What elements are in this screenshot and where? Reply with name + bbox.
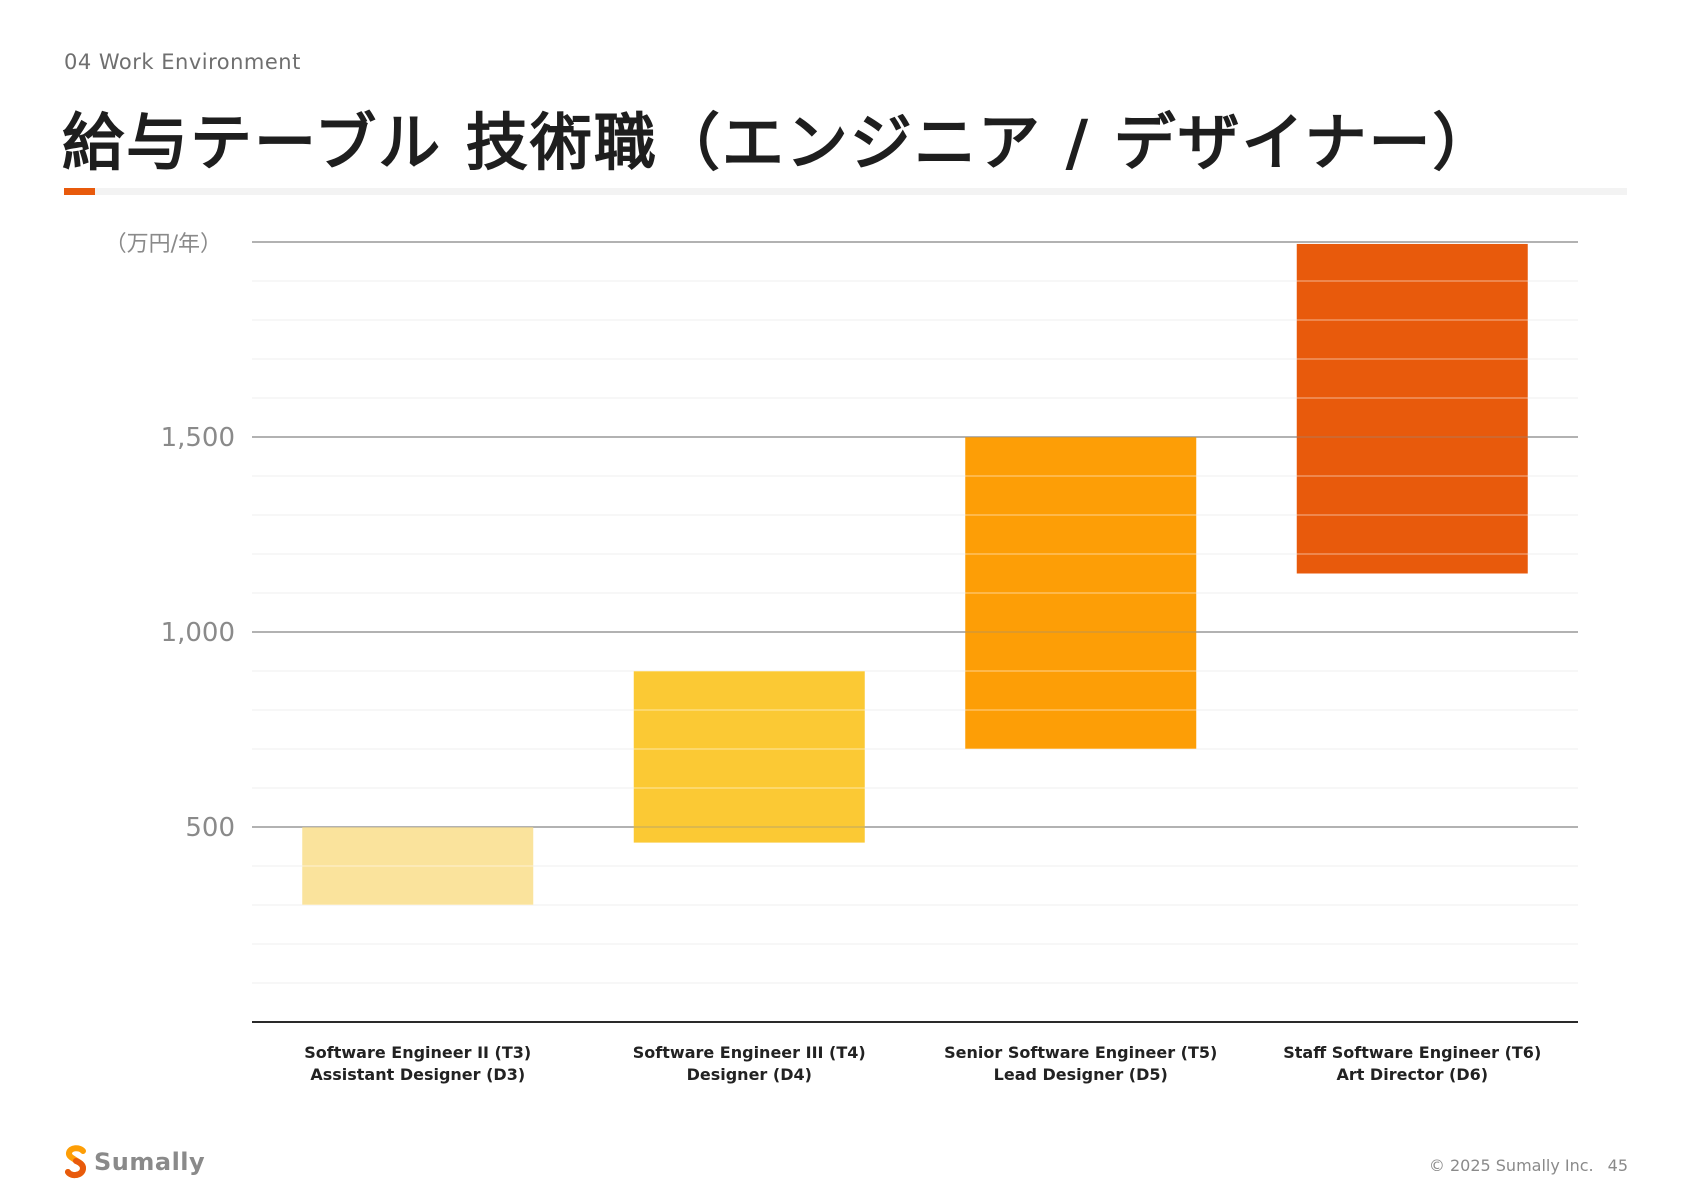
title-accent-bar (64, 188, 95, 195)
copyright-text: © 2025 Sumally Inc. (1428, 1156, 1594, 1175)
category-label-line2: Lead Designer (D5) (994, 1065, 1168, 1084)
sumally-logo-text: Sumally (94, 1148, 206, 1176)
category-label-line2: Designer (D4) (687, 1065, 812, 1084)
category-label-line2: Assistant Designer (D3) (310, 1065, 525, 1084)
category-label-line1: Senior Software Engineer (T5) (944, 1043, 1217, 1062)
salary-bar (1296, 243, 1528, 574)
category-label-line1: Software Engineer III (T4) (633, 1043, 866, 1062)
category-label-line1: Software Engineer II (T3) (304, 1043, 531, 1062)
y-tick-label: 1,000 (161, 618, 235, 648)
page-title: 給与テーブル 技術職（エンジニア / デザイナー） (62, 106, 1497, 179)
category-label-line2: Art Director (D6) (1336, 1065, 1488, 1084)
y-tick-label: 500 (185, 813, 235, 843)
y-unit-label: （万円/年） (105, 232, 222, 257)
category-label-line1: Staff Software Engineer (T6) (1283, 1043, 1541, 1062)
salary-bar (633, 671, 865, 843)
page-number: 45 (1607, 1156, 1628, 1175)
sumally-logo-icon (65, 1145, 87, 1179)
sumally-logo: Sumally (64, 1145, 205, 1179)
footer-meta: © 2025 Sumally Inc. 45 (1429, 1156, 1628, 1175)
y-tick-label: 1,500 (161, 423, 235, 453)
section-label: 04 Work Environment (64, 50, 301, 74)
title-divider (64, 188, 1627, 195)
